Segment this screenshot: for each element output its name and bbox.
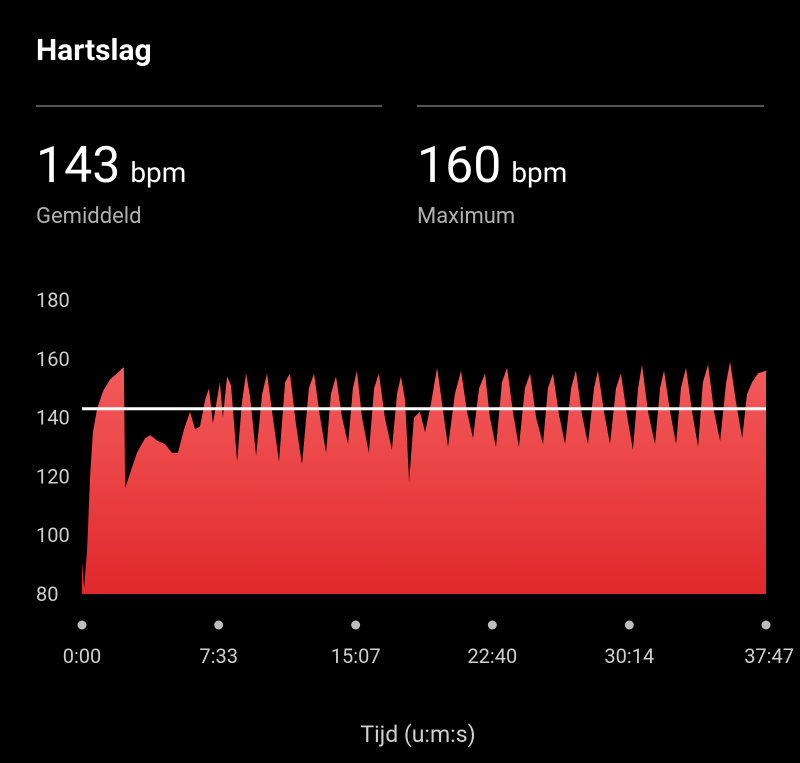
y-tick-label: 80 — [36, 582, 58, 606]
x-tick-dot — [761, 620, 771, 630]
x-tick-dot — [214, 620, 224, 630]
x-tick-label: 7:33 — [199, 644, 238, 668]
title: Hartslag — [36, 33, 152, 68]
stat-label: Gemiddeld — [36, 204, 142, 229]
x-tick-label: 0:00 — [63, 644, 102, 668]
stat-value: 160 — [417, 137, 501, 195]
x-tick-label: 37:47 — [744, 644, 794, 668]
stat-label: Maximum — [417, 204, 515, 229]
x-tick-label: 22:40 — [467, 644, 517, 668]
x-tick-label: 15:07 — [331, 644, 381, 668]
stat-unit: bpm — [130, 156, 186, 189]
y-tick-label: 180 — [36, 288, 70, 312]
stat-unit: bpm — [511, 156, 567, 189]
x-tick-dot — [624, 620, 634, 630]
stat-value: 143 — [36, 137, 120, 195]
x-axis-label: Tijd (u:m:s) — [360, 721, 475, 748]
y-tick-label: 140 — [36, 406, 70, 430]
y-tick-label: 160 — [36, 347, 70, 371]
heart-rate-area — [82, 361, 766, 594]
x-tick-dot — [77, 620, 87, 630]
x-tick-dot — [487, 620, 497, 630]
x-tick-label: 30:14 — [604, 644, 654, 668]
y-tick-label: 120 — [36, 464, 70, 488]
x-tick-dot — [351, 620, 361, 630]
y-tick-label: 100 — [36, 523, 70, 547]
